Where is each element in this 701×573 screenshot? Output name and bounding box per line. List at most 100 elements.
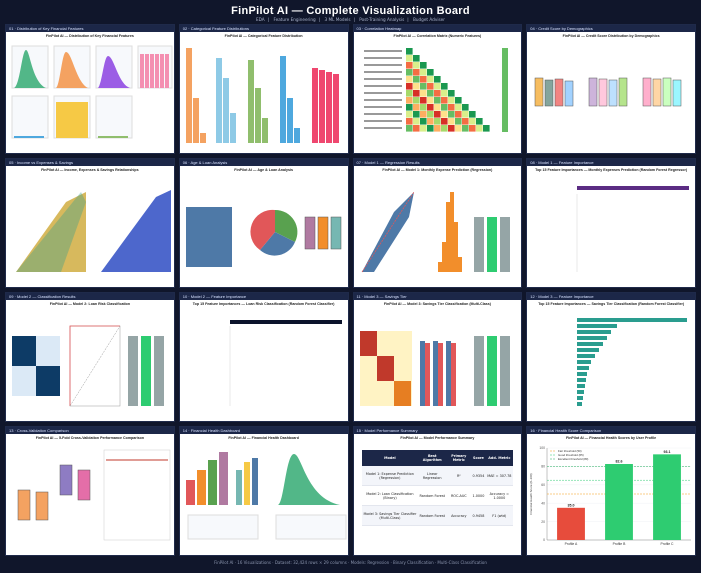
nav-post-training[interactable]: Post-Training Analysis xyxy=(359,17,405,22)
board-title: FinPilot AI — Complete Visualization Boa… xyxy=(231,5,470,17)
y-tick-label: 60 xyxy=(541,483,545,487)
row-label xyxy=(363,64,402,66)
panel-cross-validation[interactable]: 13 · Cross-Validation Comparison FinPilo… xyxy=(5,426,175,556)
panel-financial-health-dashboard[interactable]: 14 · Financial Health Dashboard FinPilot… xyxy=(178,426,349,556)
heatmap-cell xyxy=(440,83,448,90)
panel-title: 04 · Credit Score by Demographics xyxy=(527,25,695,32)
heatmap-cell xyxy=(405,62,413,69)
table-row: Model 3: Savings Tier Classifier (Multi-… xyxy=(361,505,514,526)
row-label xyxy=(363,113,402,115)
heatmap-cell xyxy=(412,125,420,132)
row-label xyxy=(363,50,402,52)
x-tick-label: Profile B xyxy=(613,542,627,546)
panel-model-performance-summary[interactable]: 15 · Model Performance Summary FinPilot … xyxy=(352,426,523,556)
panel-correlation-heatmap[interactable]: 03 · Correlation Heatmap FinPilot AI — C… xyxy=(352,24,523,154)
panel-categorical-distributions[interactable]: 02 · Categorical Feature Distributions F… xyxy=(178,24,349,154)
heatmap-cell xyxy=(468,118,476,125)
panel-title: 09 · Model 2 — Classification Results xyxy=(6,293,174,300)
importance-bars xyxy=(577,318,688,406)
heatmap-cell xyxy=(419,97,427,104)
heatmap-cell xyxy=(412,104,420,111)
chart-title: Top 15 Feature Importances — Loan Risk C… xyxy=(192,302,335,306)
row-label xyxy=(363,92,402,94)
scatter-plots xyxy=(16,190,171,272)
panel-credit-score-demographics[interactable]: 04 · Credit Score by Demographics FinPil… xyxy=(526,24,696,154)
chart-title: FinPilot AI — Financial Health Scores by… xyxy=(566,436,657,440)
heatmap-cell xyxy=(440,125,448,132)
heatmap-cell xyxy=(426,83,434,90)
chart-title: FinPilot AI — Model 2: Loan Risk Classif… xyxy=(49,302,131,306)
heatmap-cell xyxy=(461,104,469,111)
bar-value-label: 35.0 xyxy=(568,503,575,507)
savings-tier-charts xyxy=(359,331,510,406)
panel-feature-distributions[interactable]: 01 · Distribution of Key Financial Featu… xyxy=(5,24,175,154)
heatmap-cell xyxy=(454,118,462,125)
chart-title: Top 15 Feature Importances — Monthly Exp… xyxy=(535,168,688,172)
heatmap-cell xyxy=(412,69,420,76)
x-tick-label: Profile C xyxy=(661,542,675,546)
heatmap-cell xyxy=(405,69,413,76)
panel-title: 12 · Model 3 — Feature Importance xyxy=(527,293,695,300)
heatmap-cell xyxy=(426,111,434,118)
heatmap-cell xyxy=(405,83,413,90)
panel-age-loan[interactable]: 06 · Age & Loan Analysis FinPilot AI — A… xyxy=(178,158,349,288)
panel-regression-results[interactable]: 07 · Model 1 — Regression Results FinPil… xyxy=(352,158,523,288)
nav-budget-adviser[interactable]: Budget Adviser xyxy=(413,17,445,22)
heatmap-cell xyxy=(412,62,420,69)
heatmap-cell xyxy=(447,111,455,118)
nav-eda[interactable]: EDA xyxy=(256,17,265,22)
row-label xyxy=(363,120,402,122)
panel-title: 03 · Correlation Heatmap xyxy=(353,25,522,32)
y-tick-label: 100 xyxy=(540,446,546,450)
age-loan-charts xyxy=(185,207,341,267)
panel-title: 14 · Financial Health Dashboard xyxy=(179,427,348,434)
nav-ml-models[interactable]: 3 ML Models xyxy=(324,17,351,22)
col-add-metric: Add. Metric xyxy=(485,450,514,466)
heatmap-cell xyxy=(447,125,455,132)
panel-health-score-comparison[interactable]: 16 · Financial Health Score Comparison F… xyxy=(526,426,696,556)
panel-classification-feature-importance[interactable]: 10 · Model 2 — Feature Importance Top 15… xyxy=(178,292,349,422)
heatmap-cell xyxy=(426,97,434,104)
row-label xyxy=(363,106,402,108)
heatmap-cell xyxy=(426,118,434,125)
heatmap-cell xyxy=(433,97,441,104)
heatmap-cell xyxy=(405,125,413,132)
col-score: Score xyxy=(471,450,486,466)
panel-regression-feature-importance[interactable]: 08 · Model 1 — Feature Importance Top 15… xyxy=(526,158,696,288)
panel-savings-tier[interactable]: 11 · Model 3 — Savings Tier FinPilot AI … xyxy=(352,292,523,422)
panel-classification-results[interactable]: 09 · Model 2 — Classification Results Fi… xyxy=(5,292,175,422)
heatmap-cell xyxy=(412,111,420,118)
chart-title: Top 15 Feature Importances — Savings Tie… xyxy=(538,302,685,306)
panel-title: 08 · Model 1 — Feature Importance xyxy=(527,159,695,166)
heatmap-cell xyxy=(405,90,413,97)
panel-title: 16 · Financial Health Score Comparison xyxy=(527,427,695,434)
panel-savings-feature-importance[interactable]: 12 · Model 3 — Feature Importance Top 15… xyxy=(526,292,696,422)
heatmap-cell xyxy=(412,55,420,62)
nav-feature-engineering[interactable]: Feature Engineering xyxy=(273,17,316,22)
heatmap-cell xyxy=(433,83,441,90)
importance-bars xyxy=(229,320,342,406)
heatmap-cell xyxy=(419,76,427,83)
board-footer: FinPilot AI · 16 Visualizations · Datase… xyxy=(214,560,487,565)
col-algorithm: Best Algorithm xyxy=(418,450,447,466)
heatmap-cell xyxy=(419,104,427,111)
panel-title: 10 · Model 2 — Feature Importance xyxy=(179,293,348,300)
panel-income-expenses[interactable]: 05 · Income vs Expenses & Savings FinPil… xyxy=(5,158,175,288)
heatmap-cell xyxy=(447,90,455,97)
heatmap-cell xyxy=(412,90,420,97)
visualization-grid: 01 · Distribution of Key Financial Featu… xyxy=(5,24,696,556)
chart-title: FinPilot AI — Model 1: Monthly Expense P… xyxy=(382,168,493,172)
heatmap-cell xyxy=(419,62,427,69)
histogram-grid xyxy=(11,45,173,139)
correlation-matrix xyxy=(363,48,508,132)
heatmap-cell xyxy=(419,83,427,90)
panel-title: 01 · Distribution of Key Financial Featu… xyxy=(6,25,174,32)
heatmap-cell xyxy=(468,125,476,132)
heatmap-cell xyxy=(461,118,469,125)
colorbar xyxy=(501,48,508,132)
panel-title: 13 · Cross-Validation Comparison xyxy=(6,427,174,434)
row-label xyxy=(363,71,402,73)
board-header: FinPilot AI — Complete Visualization Boa… xyxy=(0,0,701,22)
heatmap-cell xyxy=(468,111,476,118)
bar-value-label: 82.6 xyxy=(616,460,623,464)
